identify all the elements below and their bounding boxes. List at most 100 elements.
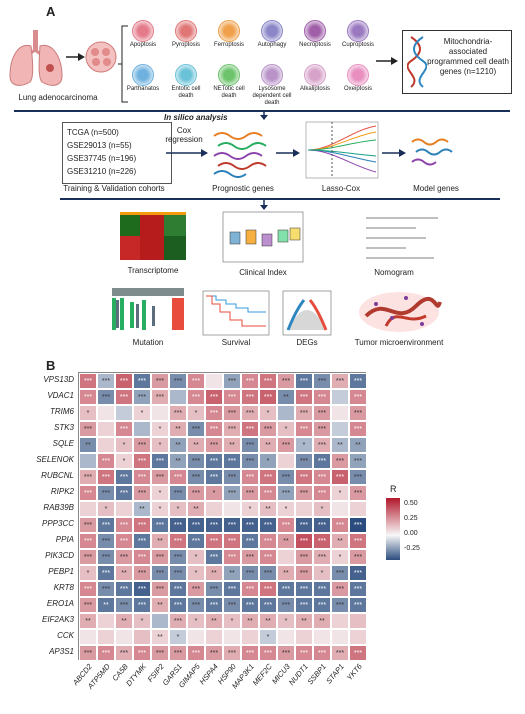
transcriptome-heatmap-thumb xyxy=(120,212,186,260)
heatmap-cell: *** xyxy=(169,581,187,597)
heatmap-cell xyxy=(79,629,97,645)
heatmap-cell: *** xyxy=(241,645,259,661)
heatmap-cell: *** xyxy=(223,597,241,613)
heatmap-cell: *** xyxy=(241,533,259,549)
row-label: EIF2AK3 xyxy=(41,615,74,624)
row-label: PPP3CC xyxy=(41,519,74,528)
cell-icon xyxy=(304,64,326,86)
heatmap-cell: * xyxy=(133,405,151,421)
heatmap-cell: ** xyxy=(79,437,97,453)
heatmap-cell: *** xyxy=(277,517,295,533)
heatmap-cell: *** xyxy=(259,565,277,581)
heatmap-cell: *** xyxy=(205,533,223,549)
heatmap-cell xyxy=(169,389,187,405)
heatmap-cell xyxy=(97,405,115,421)
heatmap-cell: *** xyxy=(331,453,349,469)
heatmap-cell: *** xyxy=(97,581,115,597)
heatmap-cell: *** xyxy=(295,421,313,437)
heatmap-cell: *** xyxy=(79,645,97,661)
row-label: CCK xyxy=(57,631,74,640)
heatmap-cell: * xyxy=(277,421,295,437)
model-genes-icon xyxy=(411,138,453,166)
heatmap-cell: *** xyxy=(205,437,223,453)
heatmap-cell: ** xyxy=(277,565,295,581)
heatmap-cell: *** xyxy=(277,373,295,389)
row-label: KRT8 xyxy=(53,583,74,592)
heatmap-cell xyxy=(97,421,115,437)
heatmap-cell: * xyxy=(151,485,169,501)
heatmap-cell: *** xyxy=(277,437,295,453)
row-label: VDAC1 xyxy=(47,391,74,400)
heatmap-cell: ** xyxy=(259,613,277,629)
cell-death-type: Parthanatos xyxy=(122,64,164,93)
heatmap-cell: *** xyxy=(295,597,313,613)
cell-icon xyxy=(218,20,240,42)
heatmap-cell: *** xyxy=(277,485,295,501)
heatmap-cell: *** xyxy=(241,437,259,453)
row-label: ERO1A xyxy=(46,599,74,608)
heatmap-cell xyxy=(97,613,115,629)
heatmap-cell: *** xyxy=(349,645,367,661)
cohort-item: TCGA (n=500) xyxy=(67,128,119,137)
heatmap-cell: *** xyxy=(295,645,313,661)
heatmap-cell: *** xyxy=(205,597,223,613)
row-label: VPS13D xyxy=(43,375,74,384)
heatmap-cell: *** xyxy=(205,469,223,485)
panel-letter-a: A xyxy=(46,4,56,19)
legend-tick: 0.25 xyxy=(404,515,418,522)
heatmap-cell: *** xyxy=(223,485,241,501)
heatmap-cell: * xyxy=(151,437,169,453)
heatmap-cell: * xyxy=(331,549,349,565)
heatmap-cell: *** xyxy=(241,469,259,485)
heatmap-cell: ** xyxy=(151,597,169,613)
heatmap-cell: *** xyxy=(115,533,133,549)
heatmap-cell xyxy=(133,629,151,645)
heatmap-cell: *** xyxy=(331,565,349,581)
heatmap-cell: ** xyxy=(151,629,169,645)
heatmap-cell xyxy=(331,501,349,517)
heatmap-cell xyxy=(277,453,295,469)
heatmap-cell: *** xyxy=(331,373,349,389)
heatmap-cell xyxy=(205,373,223,389)
row-label: TRIM6 xyxy=(50,407,74,416)
heatmap-cell: *** xyxy=(133,517,151,533)
heatmap-cell: *** xyxy=(97,469,115,485)
tme-caption: Tumor microenvironment xyxy=(354,338,444,347)
heatmap-cell: *** xyxy=(133,581,151,597)
heatmap-cell: * xyxy=(169,501,187,517)
heatmap-cell: *** xyxy=(295,405,313,421)
heatmap-cell: *** xyxy=(313,437,331,453)
heatmap-cell: *** xyxy=(115,373,133,389)
legend-title: R xyxy=(390,484,397,494)
row-label: AP3S1 xyxy=(49,647,74,656)
heatmap-cell: *** xyxy=(295,549,313,565)
heatmap-cell: *** xyxy=(349,565,367,581)
heatmap-cell: *** xyxy=(295,373,313,389)
heatmap-cell: *** xyxy=(133,597,151,613)
heatmap-cell: *** xyxy=(79,469,97,485)
divider-line xyxy=(14,110,510,112)
mito-genes-text: Mitochondria-associated programmed cell … xyxy=(427,37,509,76)
heatmap-cell: *** xyxy=(187,373,205,389)
heatmap-cell xyxy=(295,629,313,645)
heatmap-cell: * xyxy=(313,565,331,581)
heatmap-cell xyxy=(349,613,367,629)
heatmap-cell: *** xyxy=(151,453,169,469)
cell-death-type: Lysosome dependent cell death xyxy=(251,64,293,107)
heatmap-cell: *** xyxy=(349,581,367,597)
heatmap-cell: *** xyxy=(277,645,295,661)
heatmap-cell: *** xyxy=(151,517,169,533)
heatmap-cell: ** xyxy=(259,437,277,453)
heatmap-cell: *** xyxy=(313,453,331,469)
heatmap-cell: *** xyxy=(313,645,331,661)
heatmap-cell: *** xyxy=(187,597,205,613)
row-label: PEBP1 xyxy=(48,567,74,576)
degs-caption: DEGs xyxy=(296,338,318,347)
nomogram-thumb xyxy=(366,217,438,259)
row-label: PIK3CD xyxy=(45,551,74,560)
heatmap-cell: *** xyxy=(79,549,97,565)
heatmap-cell: * xyxy=(205,485,223,501)
heatmap-cell: *** xyxy=(169,469,187,485)
legend-colorbar xyxy=(386,498,400,560)
in-silico-label: In silico analysis xyxy=(164,113,228,122)
